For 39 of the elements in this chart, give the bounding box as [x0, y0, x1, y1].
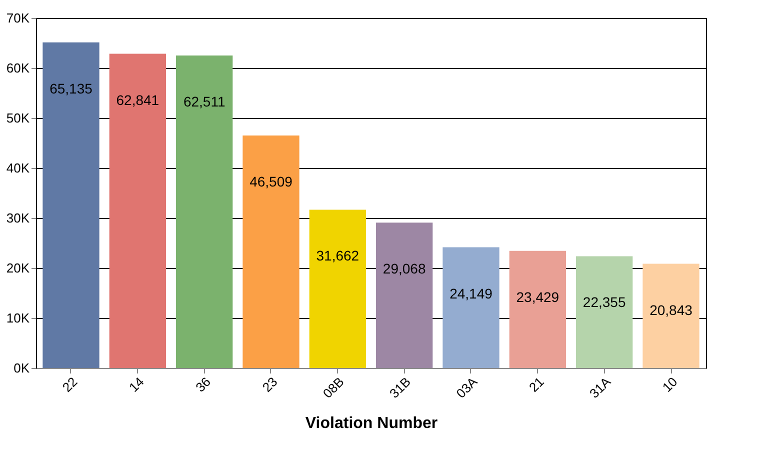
bar [376, 222, 433, 368]
bar [642, 264, 700, 368]
y-tick-label: 60K [6, 60, 30, 76]
bar [576, 256, 633, 368]
bar [509, 250, 566, 368]
x-tick-label: 10 [659, 374, 680, 395]
x-tick-label: 03A [453, 374, 480, 402]
bar [42, 42, 100, 368]
x-tick-label: 31A [586, 374, 614, 402]
data-label: 24,149 [450, 285, 493, 302]
y-tick-label: 10K [6, 310, 30, 326]
data-label: 62,841 [116, 92, 160, 108]
x-tick-label: 31B [386, 374, 414, 402]
x-axis-title: Violation Number [305, 415, 438, 432]
x-tick-label: 23 [259, 374, 280, 395]
bar [309, 210, 366, 368]
data-label: 20,843 [650, 302, 693, 318]
y-tick-label: 40K [6, 160, 30, 176]
y-tick-label: 70K [6, 10, 30, 26]
data-label: 65,135 [50, 80, 93, 96]
bar [242, 135, 300, 368]
y-tick-label: 50K [6, 110, 30, 126]
y-tick-label: 30K [6, 210, 30, 226]
bar [442, 247, 500, 368]
x-tick-label: 36 [192, 374, 214, 395]
y-tick-label: 0K [14, 360, 30, 376]
x-tick-label: 21 [526, 374, 547, 395]
data-label: 46,509 [250, 173, 293, 190]
data-label: 23,429 [516, 288, 560, 305]
data-label: 62,511 [183, 93, 226, 110]
bar [109, 54, 166, 368]
bar [176, 55, 233, 368]
x-tick-label: 22 [59, 374, 80, 395]
data-label: 29,068 [382, 260, 426, 277]
x-tick-label: 08B [320, 374, 347, 402]
y-tick-label: 20K [6, 260, 30, 276]
x-tick-label: 14 [126, 374, 147, 395]
data-label: 22,355 [582, 294, 626, 310]
data-label: 31,662 [316, 248, 360, 264]
